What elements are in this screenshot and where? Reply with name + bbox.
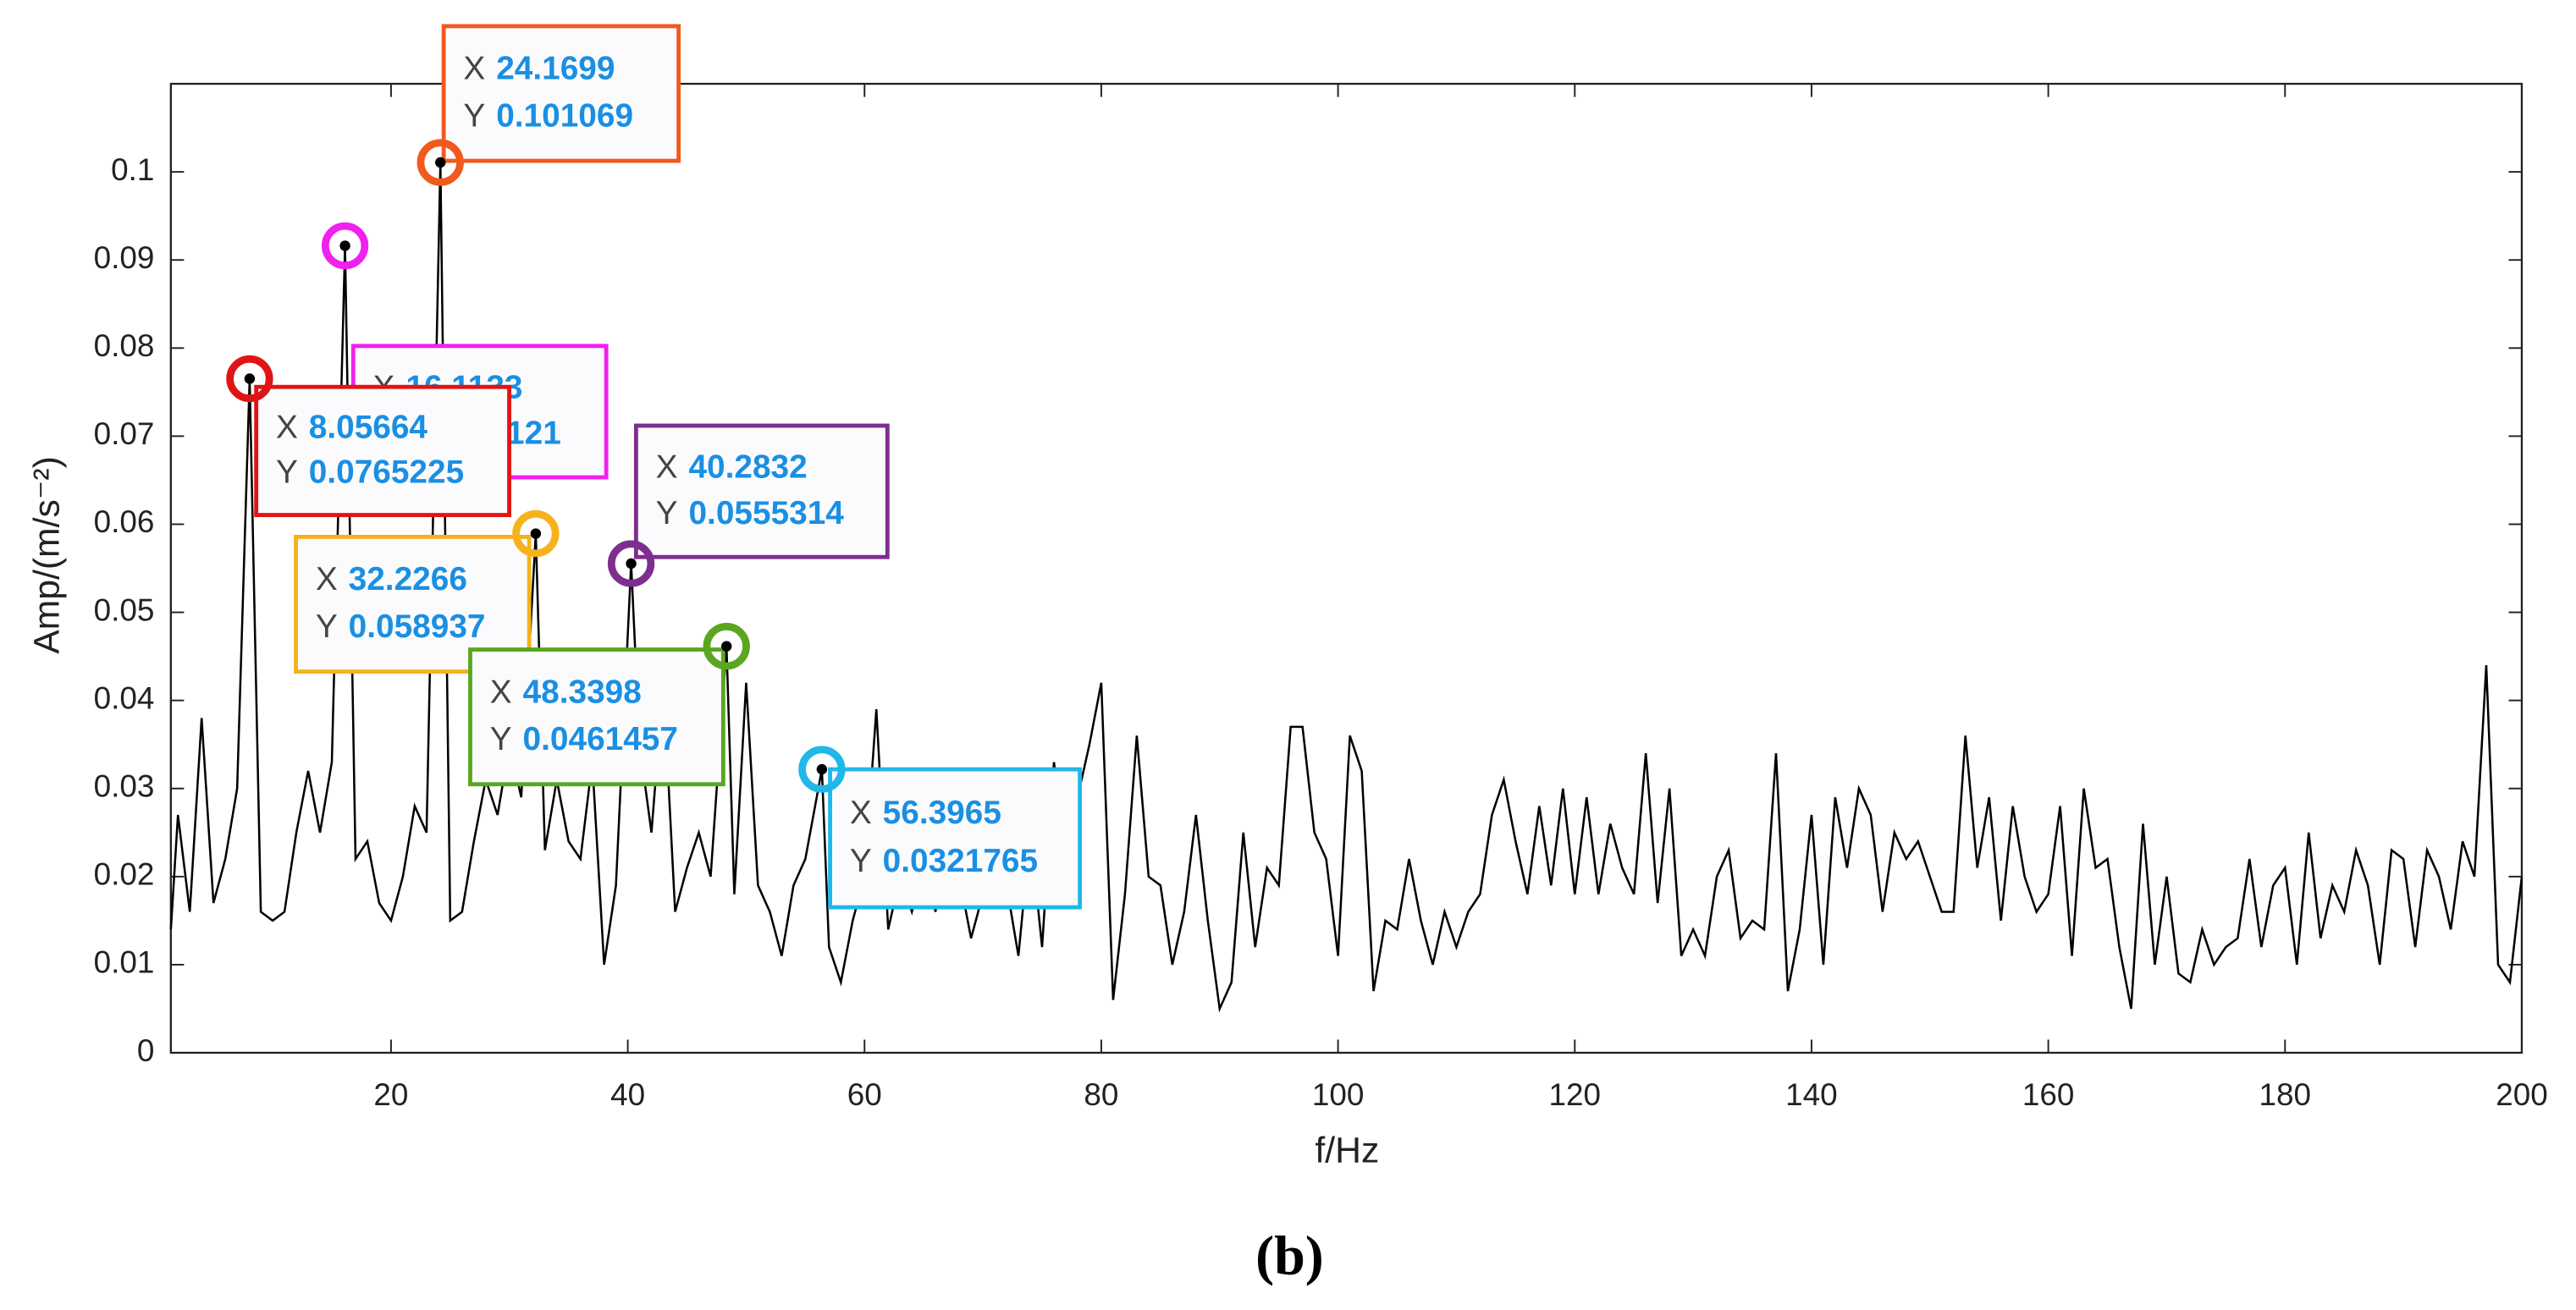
y-tick-label: 0: [137, 1033, 155, 1068]
y-tick-label: 0.06: [94, 504, 155, 539]
x-tick-label: 200: [2496, 1077, 2548, 1112]
spectrum-line: [169, 162, 2524, 1013]
datatip-key: X: [276, 409, 298, 445]
datatip-key: Y: [463, 97, 485, 134]
datatip-box: [441, 24, 681, 163]
datatip-key: Y: [850, 843, 872, 879]
y-tick-label: 0.1: [111, 152, 154, 187]
y-tick-label: 0.02: [94, 857, 155, 892]
datatip-value: 8.05664: [309, 409, 428, 445]
x-tick-label: 80: [1084, 1077, 1118, 1112]
datatip-key: X: [490, 674, 512, 710]
datatip-key: X: [316, 561, 338, 597]
datatip-key: X: [463, 51, 485, 87]
datatip: X 24.1699 Y 0.101069: [416, 24, 681, 186]
datatip: X 56.3965 Y 0.0321765: [798, 746, 1082, 910]
x-tick-label: 120: [1549, 1077, 1601, 1112]
datatip-value: 48.3398: [523, 674, 642, 710]
datatip: X 8.05664 Y 0.0765225: [226, 355, 511, 518]
datatip-box: [828, 767, 1082, 910]
datatip-key: Y: [490, 721, 512, 757]
caption: (b): [1255, 1225, 1324, 1287]
datatip-marker: [512, 509, 560, 558]
x-tick-label: 180: [2259, 1077, 2312, 1112]
plot-frame: [169, 82, 2524, 1054]
datatip-key: X: [656, 449, 678, 485]
datatip: X 40.2832 Y 0.0555314: [607, 423, 890, 587]
datatip-dot: [244, 373, 256, 384]
y-tick-label: 0.07: [94, 416, 155, 451]
x-tick-label: 60: [847, 1077, 882, 1112]
datatip-dot: [626, 558, 637, 570]
x-tick-label: 20: [373, 1077, 408, 1112]
y-tick-label: 0.04: [94, 680, 155, 715]
datatip-key: Y: [316, 608, 338, 645]
datatip-value: 0.058937: [349, 608, 486, 645]
x-tick-label: 100: [1312, 1077, 1364, 1112]
y-tick-label: 0.09: [94, 240, 155, 275]
x-tick-label: 160: [2022, 1077, 2075, 1112]
datatip-value: 0.0321765: [883, 843, 1038, 879]
datatip-dot: [530, 528, 542, 539]
datatip-box: [633, 423, 890, 559]
datatip-key: X: [850, 795, 872, 831]
y-axis-label: Amp/(m/s⁻²): [27, 456, 68, 654]
x-tick-label: 140: [1785, 1077, 1838, 1112]
datatip-key: Y: [276, 454, 298, 490]
datatip-marker: [416, 139, 464, 186]
y-tick-label: 0.03: [94, 768, 155, 803]
datatip-value: 24.1699: [496, 51, 615, 87]
datatip-value: 32.2266: [349, 561, 467, 597]
datatip-marker: [703, 623, 750, 670]
datatip-value: 0.101069: [496, 97, 633, 134]
datatip-value: 56.3965: [883, 795, 1001, 831]
x-tick-label: 40: [610, 1077, 645, 1112]
y-tick-label: 0.01: [94, 945, 155, 980]
x-axis-label: f/Hz: [1315, 1131, 1379, 1171]
datatip-box: [468, 647, 725, 787]
datatip-value: 40.2832: [688, 449, 807, 485]
datatip-marker: [607, 540, 655, 587]
datatip-key: Y: [656, 495, 678, 531]
datatip-marker: [321, 222, 369, 270]
datatip-value: 0.0555314: [688, 495, 844, 531]
datatip-marker: [226, 355, 273, 403]
datatip-box: [254, 384, 511, 518]
datatip-value: 0.0765225: [309, 454, 464, 490]
datatip: X 48.3398 Y 0.0461457: [468, 623, 750, 787]
datatip-marker: [798, 746, 846, 793]
y-tick-label: 0.05: [94, 592, 155, 627]
datatip-dot: [721, 641, 732, 652]
datatip-dot: [435, 157, 446, 168]
datatip-dot: [816, 763, 828, 775]
datatip-value: 0.0461457: [523, 721, 678, 757]
y-tick-label: 0.08: [94, 328, 155, 363]
datatip-dot: [339, 240, 350, 251]
